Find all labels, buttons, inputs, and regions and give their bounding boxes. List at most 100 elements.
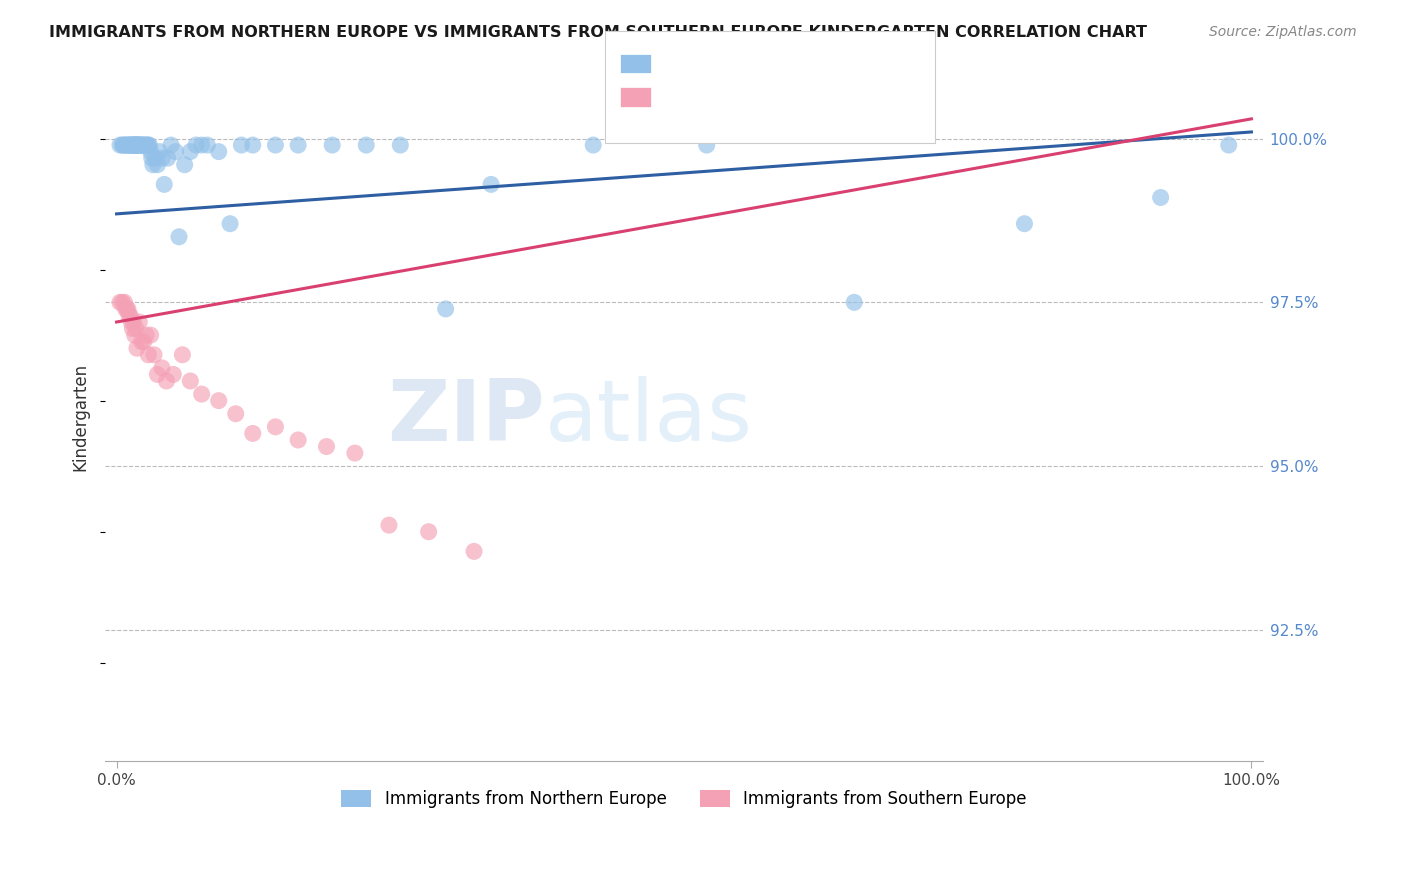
Point [146,158,169,172]
Point [160,138,183,153]
Point [179,145,201,159]
Point [141,151,163,165]
Point [125,341,148,355]
Point [120,138,142,153]
Point [135,138,157,153]
Point [108,138,131,153]
Point [139,328,162,343]
Text: ZIP: ZIP [387,376,546,458]
Point [143,151,166,165]
Point [132,334,155,349]
Point [190,138,212,153]
Point [120,315,142,329]
Point [143,348,166,362]
Point [138,138,160,153]
Point [242,426,264,441]
Point [172,348,194,362]
Point [463,544,485,558]
Point [122,138,145,153]
Point [582,138,605,153]
Point [124,328,146,343]
Point [190,387,212,401]
Point [121,321,143,335]
Point [150,360,173,375]
Point [125,138,148,153]
Point [1014,217,1036,231]
Point [128,138,150,153]
Point [122,315,145,329]
Point [264,420,287,434]
Point [165,145,187,159]
Point [112,138,135,153]
Point [136,138,159,153]
Point [135,328,157,343]
Point [114,295,136,310]
Point [125,138,148,153]
Text: R = 0.368   N = 38: R = 0.368 N = 38 [659,96,817,114]
Point [108,295,131,310]
Point [219,217,242,231]
Point [138,138,160,153]
Point [179,374,201,388]
Point [146,368,169,382]
Point [111,138,134,153]
Point [131,138,153,153]
Point [208,393,231,408]
Point [156,151,179,165]
Point [118,138,141,153]
Point [208,145,231,159]
Text: IMMIGRANTS FROM NORTHERN EUROPE VS IMMIGRANTS FROM SOUTHERN EUROPE KINDERGARTEN : IMMIGRANTS FROM NORTHERN EUROPE VS IMMIG… [49,25,1147,40]
Point [111,295,134,310]
Point [389,138,412,153]
Point [139,145,162,159]
Point [121,138,143,153]
Point [128,138,150,153]
Point [131,138,153,153]
Point [142,158,165,172]
Point [434,301,457,316]
Point [124,138,146,153]
Point [131,138,153,153]
Point [114,138,136,153]
Point [125,321,148,335]
Point [343,446,366,460]
Point [121,138,143,153]
Point [129,138,152,153]
Point [287,433,309,447]
Point [173,158,195,172]
Point [132,138,155,153]
Point [696,138,718,153]
Point [125,138,148,153]
Point [131,334,153,349]
Point [231,138,253,153]
Point [184,138,207,153]
Point [167,229,190,244]
Point [120,138,142,153]
Point [114,138,136,153]
Point [287,138,309,153]
Point [120,309,142,323]
Point [150,151,173,165]
Point [264,138,287,153]
Point [321,138,343,153]
Point [479,178,502,192]
Point [118,309,141,323]
Point [128,315,150,329]
Point [155,374,177,388]
Text: Source: ZipAtlas.com: Source: ZipAtlas.com [1209,25,1357,39]
Point [125,138,148,153]
Legend: Immigrants from Northern Europe, Immigrants from Southern Europe: Immigrants from Northern Europe, Immigra… [335,783,1033,814]
Point [153,178,176,192]
Point [149,145,172,159]
Point [315,440,337,454]
Point [195,138,218,153]
Point [134,138,156,153]
Text: atlas: atlas [546,376,754,458]
Point [127,138,149,153]
Point [117,138,139,153]
Text: R = 0.100   N = 69: R = 0.100 N = 69 [659,62,817,80]
Y-axis label: Kindergarten: Kindergarten [72,363,89,471]
Point [844,295,866,310]
Point [120,138,142,153]
Point [354,138,377,153]
